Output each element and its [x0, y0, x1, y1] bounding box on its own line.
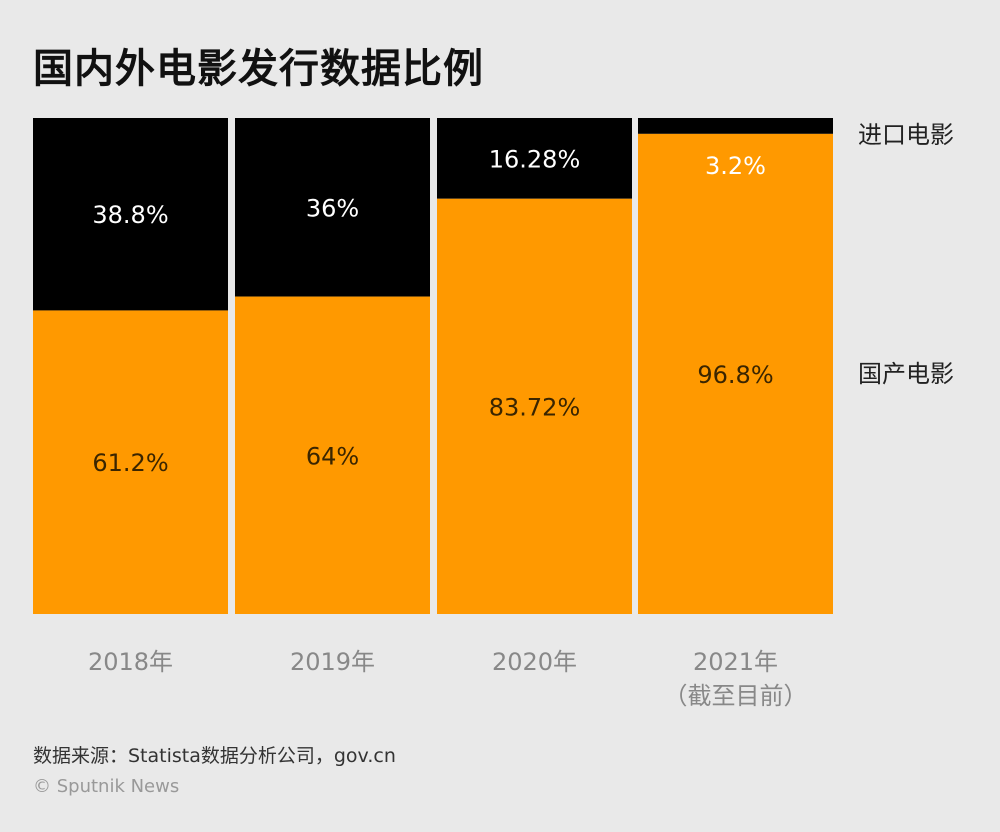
x-tick-label-2: 2020年 [492, 648, 577, 676]
label-imported-2: 16.28% [489, 145, 581, 173]
bar-domestic-1 [235, 296, 430, 614]
x-tick-label-0: 2018年 [88, 648, 173, 676]
x-tick-label-3: 2021年 [693, 648, 778, 676]
label-domestic-3: 96.8% [697, 361, 773, 389]
label-domestic-0: 61.2% [92, 449, 168, 477]
chart-title: 国内外电影发行数据比例 [33, 46, 484, 92]
stacked-bar-chart: 38.8% 61.2% 2018年 36% 64% 2019年 16.28% 83.72% 20… [33, 118, 833, 710]
legend-domestic: 国产电影 [858, 360, 954, 388]
bar-imported-2 [437, 118, 632, 199]
label-imported-3: 3.2% [705, 152, 766, 180]
credit: © Sputnik News [33, 776, 180, 797]
label-domestic-1: 64% [306, 442, 359, 470]
x-tick-label-1: 2019年 [290, 648, 375, 676]
bar-imported-0 [33, 118, 228, 311]
legend-imported: 进口电影 [858, 121, 954, 149]
bar-imported-3 [638, 118, 833, 134]
bar-domestic-0 [33, 310, 228, 614]
bar-domestic-2 [437, 198, 632, 615]
bar-domestic-3 [638, 133, 833, 614]
source-note: 数据来源：Statista数据分析公司，gov.cn [33, 745, 396, 767]
label-domestic-2: 83.72% [489, 393, 581, 421]
label-imported-1: 36% [306, 194, 359, 222]
label-imported-0: 38.8% [92, 201, 168, 229]
x-tick-label-3: （截至目前） [664, 682, 808, 710]
bar-imported-1 [235, 118, 430, 297]
